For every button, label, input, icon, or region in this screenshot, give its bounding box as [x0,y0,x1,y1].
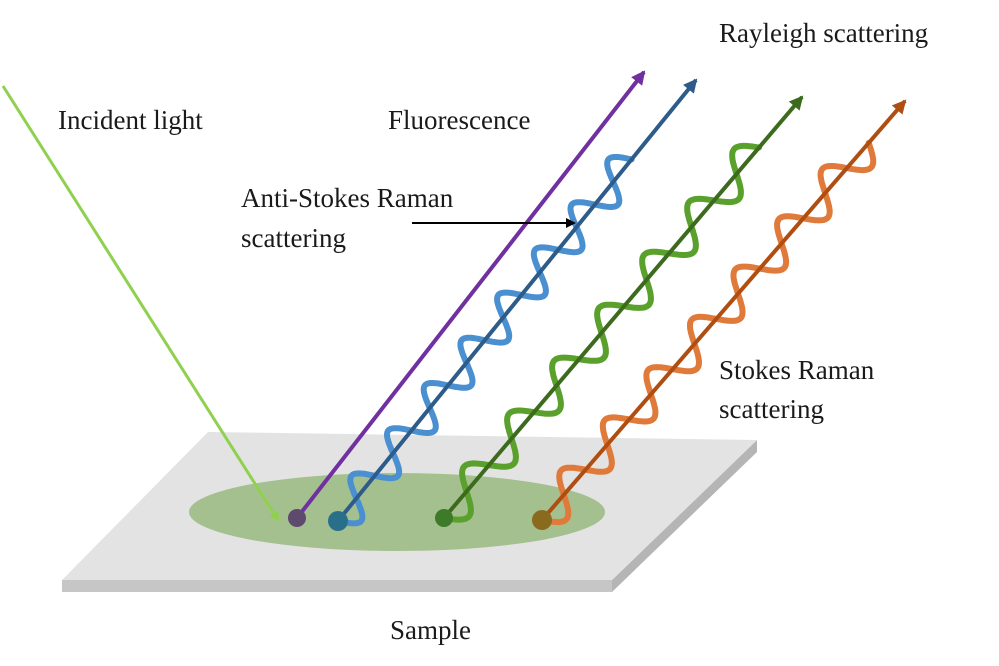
rayleigh-arrow [336,78,698,523]
incident-light-label: Incident light [58,105,203,135]
fluorescence-origin-dot [288,509,306,527]
anti-stokes-arrow [442,95,804,520]
stokes-origin-dot [532,510,552,530]
rayleigh-scattering-label: Rayleigh scattering [719,18,929,48]
sample-label: Sample [390,615,471,645]
stokes-label-line1: Stokes Raman [719,355,875,385]
illuminated-spot [189,473,605,551]
fluorescence-arrow [295,70,646,520]
stokes-arrow [540,99,907,522]
sample-plate-front-edge [62,580,612,592]
rayleigh-origin-dot [328,511,348,531]
stokes-wave [539,139,877,526]
sample-plate-side-edge [612,440,757,592]
stokes-label-line2: scattering [719,394,824,424]
fluorescence-label: Fluorescence [388,105,531,135]
anti-stokes-origin-dot [435,509,453,527]
anti-stokes-label-line2: scattering [241,223,346,253]
anti-stokes-label-line1: Anti-Stokes Raman [241,183,454,213]
incident-light-arrow [1,85,280,522]
